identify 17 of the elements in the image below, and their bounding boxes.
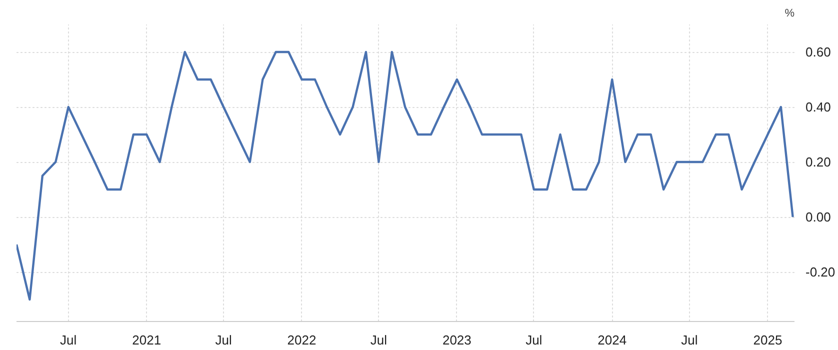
x-tick-label: 2025 (753, 332, 782, 348)
line-series (16, 50, 794, 301)
x-tick-label: Jul (681, 332, 698, 348)
x-tick-label: 2021 (132, 332, 162, 348)
x-tick-label: Jul (215, 332, 232, 348)
y-axis-title: % (784, 8, 795, 20)
y-tick-label: 0.60 (806, 44, 831, 60)
x-tick-label: Jul (60, 332, 77, 348)
x-tick-label: 2024 (598, 332, 627, 348)
x-tick-label: 2023 (442, 332, 472, 348)
x-tick-label: Jul (370, 332, 388, 348)
y-tick-label: 0.20 (806, 154, 831, 170)
y-tick-label: -0.20 (806, 264, 836, 280)
x-tick-label: 2022 (287, 332, 316, 348)
y-tick-label: 0.00 (806, 210, 831, 224)
x-tick-label: Jul (526, 332, 542, 348)
y-tick-label: 0.40 (806, 100, 831, 114)
